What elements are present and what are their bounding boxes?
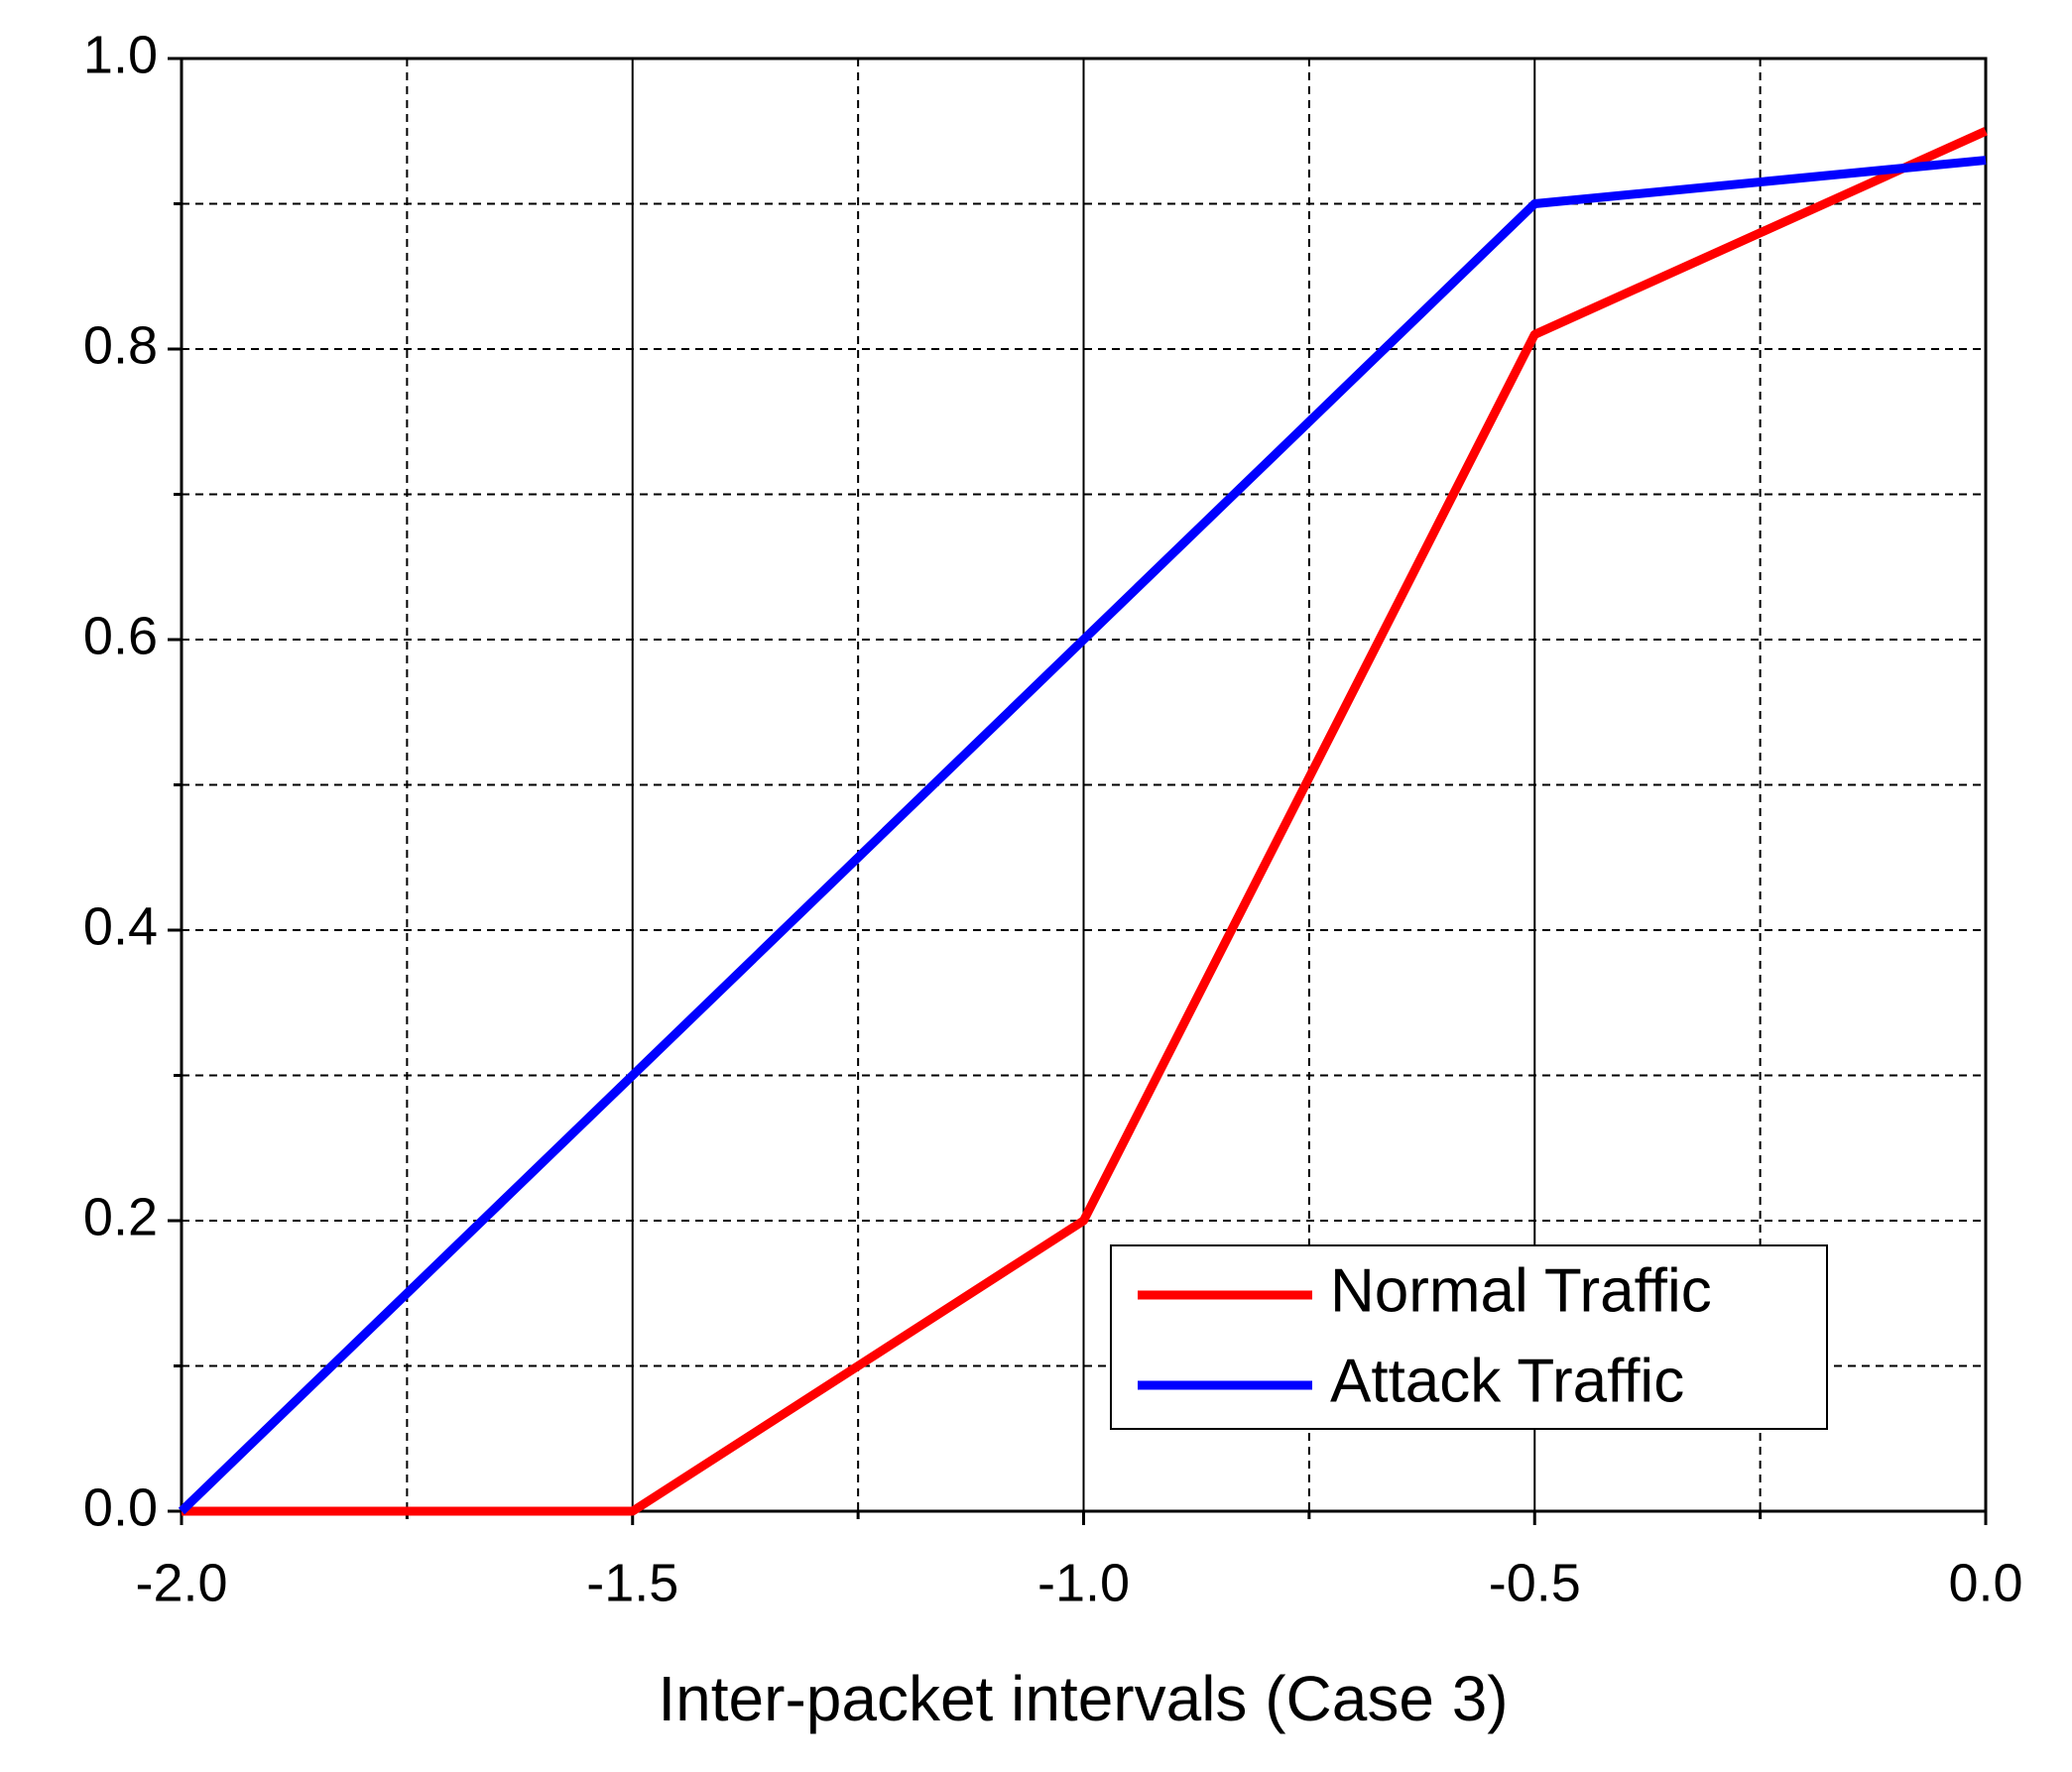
- y-tick-label: 1.0: [83, 25, 158, 84]
- plot-frame: [180, 57, 1988, 1513]
- legend-box: [1110, 1244, 1828, 1430]
- legend-label: Normal Traffic: [1330, 1256, 1712, 1325]
- legend-label: Attack Traffic: [1330, 1347, 1684, 1415]
- y-tick-label: 0.4: [83, 896, 158, 956]
- y-tick-label: 0.8: [83, 315, 158, 375]
- x-tick-label: -1.5: [586, 1553, 678, 1612]
- y-tick-label: 0.6: [83, 606, 158, 665]
- x-axis-title: Inter-packet intervals (Case 3): [658, 1663, 1508, 1734]
- x-tick-label: -1.0: [1037, 1553, 1130, 1612]
- y-tick-label: 0.2: [83, 1187, 158, 1246]
- x-tick-label: 0.0: [1948, 1553, 2022, 1612]
- y-tick-label: 0.0: [83, 1477, 158, 1537]
- x-tick-label: -2.0: [135, 1553, 227, 1612]
- x-tick-label: -0.5: [1489, 1553, 1581, 1612]
- series-line: [182, 127, 1988, 1516]
- series-line: [178, 156, 1987, 1515]
